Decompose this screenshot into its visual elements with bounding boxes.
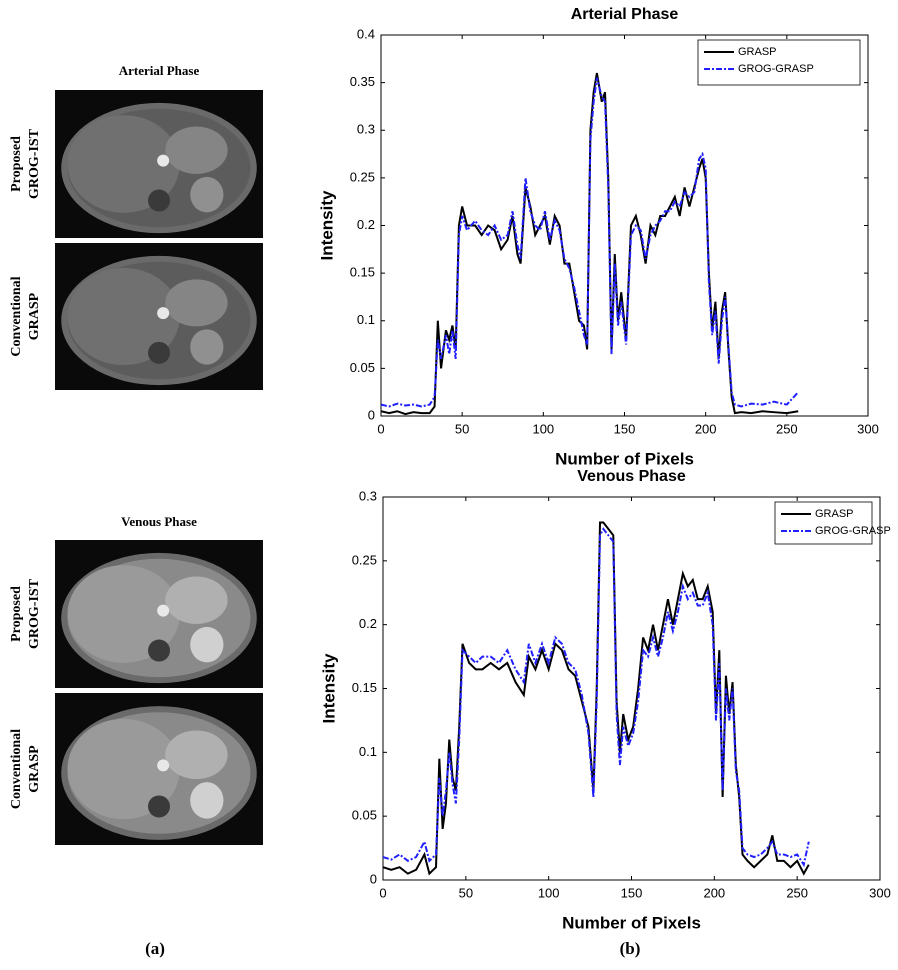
stomach — [165, 126, 228, 174]
liver — [67, 115, 180, 213]
row-label: GROG-IST — [27, 128, 42, 199]
x-tick-label: 50 — [459, 885, 473, 900]
row-label: Conventional — [9, 276, 24, 356]
y-axis-label: Intensity — [319, 653, 338, 723]
x-tick-label: 150 — [614, 421, 636, 436]
y-tick-label: 0.35 — [350, 74, 375, 89]
x-tick-label: 0 — [377, 421, 384, 436]
y-tick-label: 0.15 — [352, 680, 377, 695]
legend-label: GROG-GRASP — [738, 63, 814, 75]
x-tick-label: 200 — [695, 421, 717, 436]
row-label: GROG-IST — [27, 578, 42, 649]
x-tick-label: 150 — [621, 885, 643, 900]
legend-label: GROG-GRASP — [815, 525, 891, 537]
y-tick-label: 0.25 — [350, 169, 375, 184]
spine — [148, 341, 170, 364]
plot-frame — [382, 496, 881, 881]
y-tick-label: 0.05 — [350, 360, 375, 375]
legend-box — [697, 39, 861, 86]
y-tick-label: 0.1 — [357, 312, 375, 327]
y-axis-label: Intensity — [317, 190, 336, 260]
panel-label: (b) — [620, 939, 641, 958]
x-tick-label: 0 — [379, 885, 386, 900]
x-tick-label: 250 — [776, 421, 798, 436]
spine — [148, 795, 170, 818]
row-label: GRASP — [27, 292, 42, 340]
mri-image — [55, 693, 263, 845]
data-line — [382, 521, 810, 876]
mri-image — [55, 540, 263, 688]
aorta — [157, 759, 170, 772]
x-axis-label: Number of Pixels — [562, 913, 701, 932]
panel-label: (a) — [145, 939, 165, 958]
liver — [67, 267, 180, 366]
row-label: Conventional — [9, 729, 24, 809]
y-tick-label: 0.4 — [357, 26, 375, 41]
y-tick-label: 0 — [370, 871, 377, 886]
chart-title: Arterial Phase — [571, 6, 679, 23]
plot-frame — [380, 34, 869, 417]
row-label: Proposed — [9, 136, 24, 192]
stomach — [165, 279, 228, 327]
data-line — [382, 527, 810, 868]
data-line — [380, 77, 799, 408]
y-tick-label: 0.15 — [350, 265, 375, 280]
spine — [148, 189, 170, 212]
image-title: Venous Phase — [121, 514, 197, 529]
spine — [148, 639, 170, 662]
aorta — [157, 154, 170, 167]
y-tick-label: 0.3 — [357, 122, 375, 137]
kidney — [190, 782, 224, 819]
kidney — [190, 626, 224, 663]
row-label: GRASP — [27, 745, 42, 793]
aorta — [157, 604, 170, 617]
legend-label: GRASP — [815, 508, 854, 520]
image-title: Arterial Phase — [119, 63, 200, 78]
liver — [67, 718, 180, 820]
x-tick-label: 100 — [538, 885, 560, 900]
y-tick-label: 0.2 — [357, 217, 375, 232]
legend-label: GRASP — [738, 46, 777, 58]
mri-image — [55, 243, 263, 390]
y-tick-label: 0.1 — [359, 744, 377, 759]
liver — [67, 565, 180, 663]
x-tick-label: 50 — [455, 421, 469, 436]
mri-image — [55, 90, 263, 238]
kidney — [190, 176, 224, 213]
stomach — [165, 730, 228, 780]
x-tick-label: 250 — [786, 885, 808, 900]
x-tick-label: 300 — [869, 885, 891, 900]
stomach — [165, 576, 228, 624]
y-tick-label: 0.3 — [359, 488, 377, 503]
y-tick-label: 0.05 — [352, 808, 377, 823]
x-tick-label: 200 — [703, 885, 725, 900]
y-tick-label: 0.25 — [352, 552, 377, 567]
x-axis-label: Number of Pixels — [555, 449, 694, 468]
legend-box — [774, 501, 873, 545]
y-tick-label: 0.2 — [359, 616, 377, 631]
aorta — [157, 307, 170, 320]
x-tick-label: 300 — [857, 421, 879, 436]
x-tick-label: 100 — [532, 421, 554, 436]
kidney — [190, 329, 224, 365]
y-tick-label: 0 — [368, 407, 375, 422]
row-label: Proposed — [9, 586, 24, 642]
chart-title: Venous Phase — [577, 468, 686, 485]
